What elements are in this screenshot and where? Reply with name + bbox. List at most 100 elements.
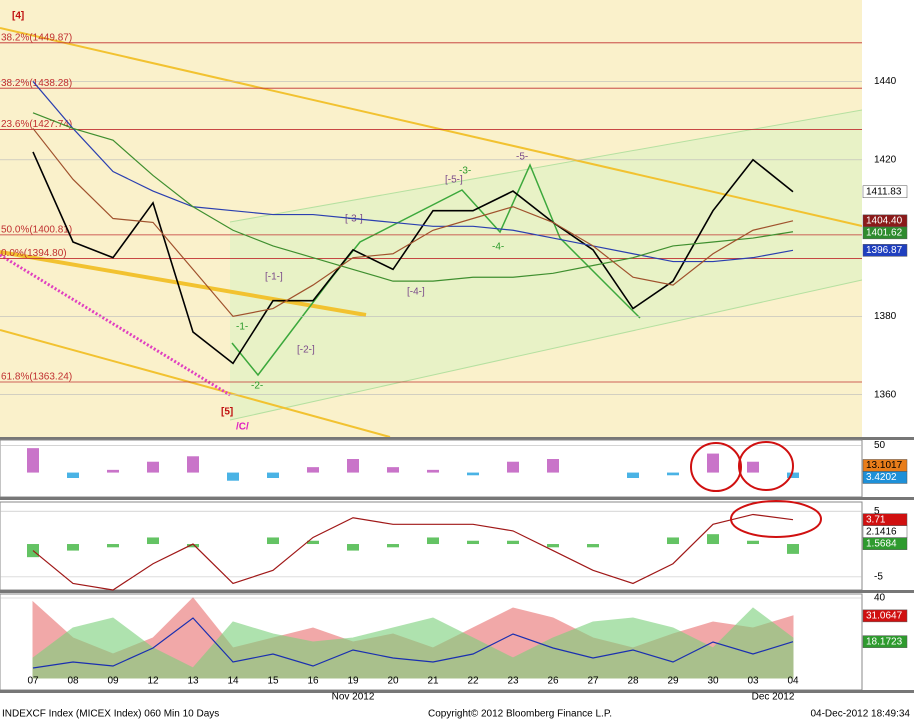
series-bar — [267, 537, 279, 545]
series-bar — [387, 467, 399, 473]
panels: 136013801420144038.2%(1449.87)38.2%(1438… — [0, 11, 914, 703]
x-tick-label: 19 — [347, 676, 359, 687]
x-tick-label: 16 — [307, 676, 319, 687]
y-tick-label: 1380 — [874, 311, 897, 322]
highlight-circle — [690, 442, 742, 492]
series-bar — [467, 540, 479, 545]
wave-label: -5- — [516, 152, 528, 163]
series-bar — [467, 472, 479, 476]
price-label: 3.71 — [866, 514, 886, 525]
fib-label: 23.6%(1427.74) — [1, 119, 72, 130]
y-tick-label: 1420 — [874, 154, 897, 165]
series-bar — [667, 537, 679, 545]
price-label-box — [862, 185, 908, 199]
fib-label: 50.0%(1400.81) — [1, 225, 72, 236]
trend-line — [0, 27, 863, 227]
series-bar — [107, 544, 119, 548]
series-bar — [667, 472, 679, 476]
series-area — [32, 607, 794, 679]
fib-label: 61.8%(1363.24) — [1, 372, 72, 383]
series-bar — [507, 461, 519, 473]
price-label-box — [862, 635, 908, 648]
x-tick-label: 21 — [427, 676, 439, 687]
y-tick-label: 1360 — [874, 389, 897, 400]
x-tick-label: 29 — [667, 676, 679, 687]
x-tick-label: 09 — [107, 676, 119, 687]
x-tick-label: 14 — [227, 676, 239, 687]
series-bar — [387, 544, 399, 548]
wave-label: -4- — [492, 242, 504, 253]
x-tick-label: 28 — [627, 676, 639, 687]
series-bar — [147, 461, 159, 473]
wave-label: [-2-] — [297, 345, 315, 356]
wave-label: -1- — [236, 322, 248, 333]
axis-area — [862, 0, 914, 700]
series-bar — [147, 537, 159, 545]
price-label: 31.0647 — [866, 611, 903, 622]
series-bar — [747, 461, 759, 473]
x-tick-label: 30 — [707, 676, 719, 687]
series-bar — [347, 459, 359, 473]
series-bar — [187, 544, 199, 548]
fib-label: 38.2%(1449.87) — [1, 32, 72, 43]
series-bar — [227, 472, 239, 481]
fib-label: 38.2%(1438.28) — [1, 78, 72, 89]
y-tick-label: 1440 — [874, 76, 897, 87]
series-bar — [707, 534, 719, 545]
series-bar — [107, 469, 119, 473]
highlight-circle — [738, 441, 794, 491]
highlight-circle — [730, 500, 822, 538]
y-tick-label: 40 — [874, 593, 886, 604]
trend-line — [0, 253, 231, 397]
y-tick-label: 5 — [874, 506, 880, 517]
channel-line — [229, 109, 863, 223]
series-bar — [27, 448, 39, 473]
price-label: 18.1723 — [866, 636, 903, 647]
series-bar — [627, 472, 639, 478]
footer-center: Copyright© 2012 Bloomberg Finance L.P. — [428, 709, 612, 720]
x-tick-label: 27 — [587, 676, 599, 687]
price-label-box — [862, 471, 908, 484]
series-bar — [347, 544, 359, 551]
x-tick-label: 12 — [147, 676, 159, 687]
x-tick-label: 07 — [27, 676, 39, 687]
series-bar — [307, 540, 319, 545]
green-channel — [230, 110, 862, 420]
series-bar — [67, 472, 79, 478]
wave-label: [5] — [221, 407, 233, 418]
x-tick-label: 13 — [187, 676, 199, 687]
y-tick-label: -5 — [874, 572, 883, 583]
x-tick-label: 03 — [747, 676, 759, 687]
month-label: Nov 2012 — [332, 692, 375, 703]
trend-line — [0, 250, 367, 317]
price-label: 1.5684 — [866, 538, 897, 549]
x-tick-label: 23 — [507, 676, 519, 687]
series-line — [32, 128, 794, 318]
trend-line — [0, 329, 391, 438]
wave-label: [-4-] — [407, 287, 425, 298]
footer-left: INDEXCF Index (MICEX Index) 060 Min 10 D… — [2, 709, 219, 720]
price-label: 1396.87 — [866, 245, 903, 256]
series-line — [32, 112, 794, 282]
price-label: 13.1017 — [866, 460, 903, 471]
series-bar — [427, 537, 439, 545]
series-bar — [747, 540, 759, 545]
series-bar — [787, 472, 799, 478]
series-line — [32, 81, 794, 263]
price-label: 1401.62 — [866, 227, 903, 238]
x-tick-label: 04 — [787, 676, 799, 687]
x-tick-label: 08 — [67, 676, 79, 687]
wave-line — [231, 163, 641, 377]
wave-label: [-1-] — [265, 272, 283, 283]
footer-right: 04-Dec-2012 18:49:34 — [810, 709, 910, 720]
wave-label: [4] — [12, 11, 24, 22]
price-label-box — [862, 537, 908, 550]
panel-bg — [0, 501, 863, 591]
channel-line — [229, 279, 863, 421]
price-label: 3.4202 — [866, 472, 897, 483]
price-label: 1411.83 — [866, 186, 902, 197]
fib-label: 0.0%(1394.80) — [1, 248, 67, 259]
series-bar — [427, 469, 439, 473]
month-label: Dec 2012 — [752, 692, 795, 703]
